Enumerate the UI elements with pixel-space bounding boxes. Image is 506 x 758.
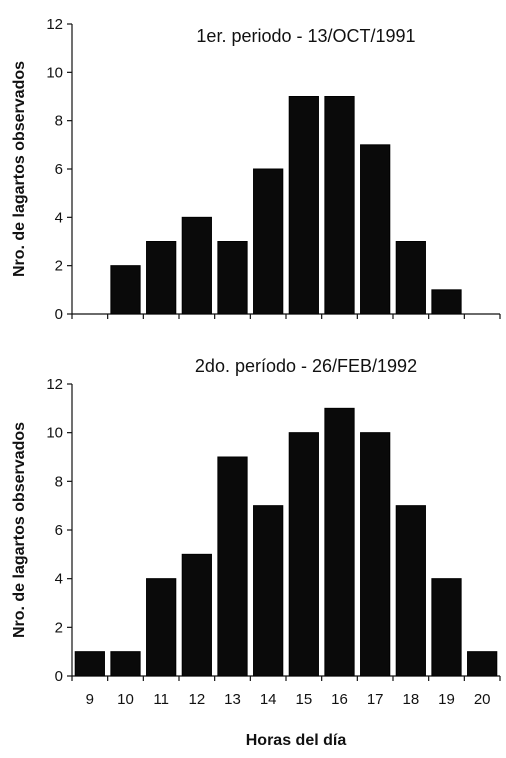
top-bar-15	[288, 96, 319, 315]
top-bar-17	[360, 144, 391, 315]
bottom-x-tick-label-14: 14	[260, 691, 277, 708]
bottom-bar-18	[395, 505, 426, 677]
bottom-bar-20	[467, 651, 498, 677]
bottom-x-tick-label-13: 13	[224, 691, 241, 708]
top-y-tick-label-0: 0	[55, 306, 63, 323]
bottom-y-tick-label-4: 4	[55, 571, 63, 588]
bottom-y-tick-label-10: 10	[46, 425, 63, 442]
bottom-bar-13	[217, 456, 248, 677]
top-y-tick-label-6: 6	[55, 161, 63, 178]
bottom-bar-14	[253, 505, 284, 677]
bottom-x-tick-label-16: 16	[331, 691, 348, 708]
bottom-x-tick-label-15: 15	[295, 691, 312, 708]
bottom-y-axis-label: Nro. de lagartos observados	[11, 422, 28, 638]
bottom-bar-19	[431, 578, 462, 677]
top-bar-18	[395, 241, 426, 315]
top-bar-12	[181, 216, 212, 315]
top-y-tick-label-10: 10	[46, 64, 63, 81]
bottom-chart-title: 2do. período - 26/FEB/1992	[195, 356, 417, 376]
top-y-tick-label-12: 12	[46, 16, 63, 33]
bottom-x-tick-label-12: 12	[188, 691, 205, 708]
top-y-tick-label-2: 2	[55, 258, 63, 275]
bottom-bar-12	[181, 553, 212, 677]
top-chart-title: 1er. periodo - 13/OCT/1991	[196, 26, 415, 46]
top-y-tick-label-8: 8	[55, 113, 63, 130]
top-bar-16	[324, 96, 355, 315]
bottom-x-tick-label-11: 11	[153, 691, 169, 708]
bottom-y-tick-label-8: 8	[55, 473, 63, 490]
bottom-y-tick-label-0: 0	[55, 668, 63, 685]
bottom-chart: 2do. período - 26/FEB/1992 0 2 4 6 8 10 12 Nro. …	[11, 356, 501, 749]
bottom-bar-17	[360, 432, 391, 677]
bottom-x-tick-label-10: 10	[117, 691, 134, 708]
top-chart: 1er. periodo - 13/OCT/1991 0 2 4 6 8 10 12 Nro. …	[11, 16, 501, 323]
bottom-y-tick-label-6: 6	[55, 522, 63, 539]
bottom-x-axis-label: Horas del día	[246, 732, 347, 749]
top-bar-14	[253, 168, 284, 315]
bottom-bar-9	[74, 651, 105, 677]
top-bar-19	[431, 289, 462, 315]
bottom-bar-15	[288, 432, 319, 677]
bottom-x-tick-label-19: 19	[438, 691, 455, 708]
bottom-y-tick-label-12: 12	[46, 376, 63, 393]
top-bar-10	[110, 265, 141, 315]
bottom-x-tick-label-18: 18	[402, 691, 419, 708]
bottom-bar-10	[110, 651, 141, 677]
bottom-x-tick-label-20: 20	[474, 691, 491, 708]
bottom-bar-11	[146, 578, 177, 677]
top-y-tick-label-4: 4	[55, 209, 63, 226]
bottom-x-tick-label-17: 17	[367, 691, 384, 708]
bottom-y-tick-label-2: 2	[55, 619, 63, 636]
top-bar-13	[217, 241, 248, 315]
top-y-axis-label: Nro. de lagartos observados	[11, 61, 28, 277]
top-bar-11	[146, 241, 177, 315]
bottom-x-tick-label-9: 9	[86, 691, 94, 708]
bottom-bar-16	[324, 407, 355, 677]
